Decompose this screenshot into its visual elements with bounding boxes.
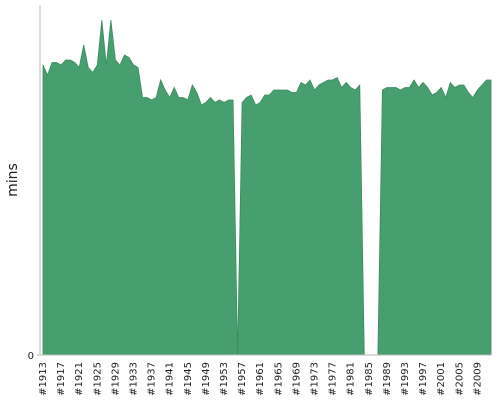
y-axis-label: mins (5, 163, 21, 197)
x-tick-label: #1965 (273, 362, 284, 396)
x-tick-label: #1997 (418, 362, 429, 396)
x-tick-label: #1925 (92, 362, 103, 396)
y-tick-label: 0 (28, 351, 34, 362)
x-tick-label: #1973 (310, 362, 321, 396)
area (42, 19, 492, 356)
x-tick-label: #1941 (165, 362, 176, 396)
x-tick-label: #2001 (436, 362, 447, 396)
x-tick-label: #1981 (346, 362, 357, 396)
x-tick-label: #1969 (291, 362, 302, 396)
x-tick-label: #1977 (328, 362, 339, 396)
x-tick-label: #1989 (382, 362, 393, 396)
x-tick-label: #1985 (364, 362, 375, 396)
x-tick-label: #1913 (38, 362, 49, 396)
x-tick-label: #1949 (201, 362, 212, 396)
x-tick-label: #1917 (56, 362, 67, 396)
x-tick-label: #1957 (237, 362, 248, 396)
x-tick-label: #1953 (219, 362, 230, 396)
x-tick-label: #1933 (129, 362, 140, 396)
x-tick-label: #1929 (110, 362, 121, 396)
x-tick-label: #1937 (147, 362, 158, 396)
x-tick-label: #2009 (472, 362, 483, 396)
x-tick-label: #2005 (454, 362, 465, 396)
x-tick-label: #1993 (400, 362, 411, 396)
x-tick-label: #1921 (74, 362, 85, 396)
x-tick-label: #1945 (183, 362, 194, 396)
x-tick-label: #1961 (255, 362, 266, 396)
